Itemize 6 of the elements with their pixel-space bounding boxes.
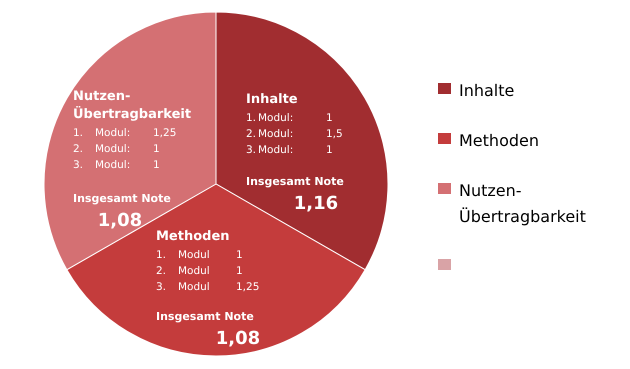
text: Nutzen- Übertragbarkeit 1. Modul: 1,25 2. Modul: 1 3. Modul: 1 Insgesamt Note 1,08 [73,89,192,231]
text: Methoden 1. Modul 1 2. Modul 1 3. Modul 1,25 Insgesamt Note 1,08 [156,229,260,349]
text: Inhalte 1. Modul: 1 2. Modul: 1,5 3. Modul: 1 Insgesamt Note 1,16 [246,92,344,214]
legend-label: Methoden [459,130,539,152]
legend-label: Inhalte [459,80,514,102]
legend-label: Nutzen- Übertragbarkeit [459,180,586,228]
